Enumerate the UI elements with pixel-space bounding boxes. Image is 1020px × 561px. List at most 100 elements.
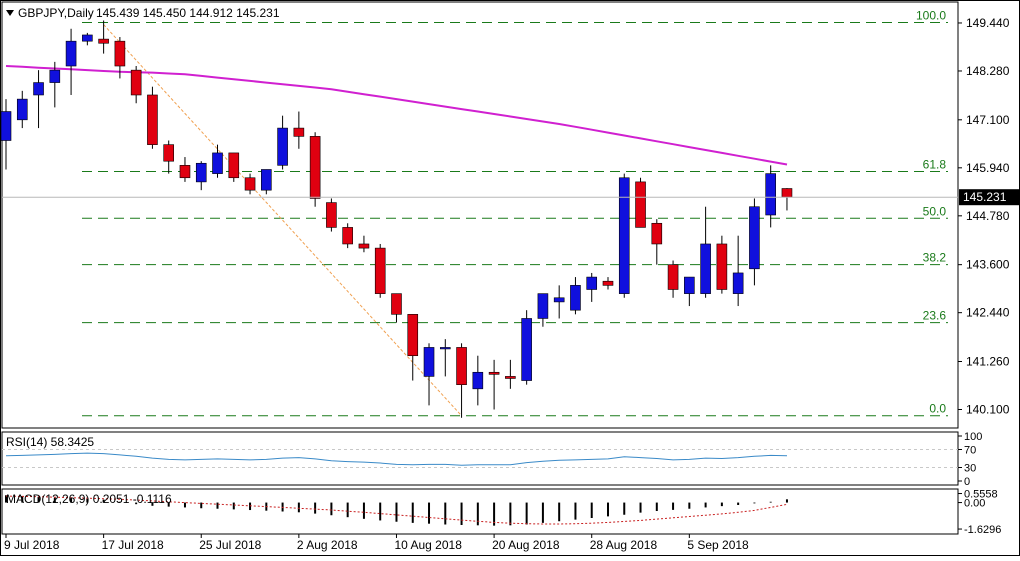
candle-1 <box>16 90 28 129</box>
candle-body <box>602 280 614 286</box>
candle-body <box>130 69 142 96</box>
trendline <box>103 24 462 417</box>
time-tick-label-1: 17 Jul 2018 <box>102 538 164 552</box>
macd-panel[interactable]: MACD(12,26,9) 0.2051 -0.1116 <box>1 488 959 535</box>
candle-3 <box>49 61 61 108</box>
candle-body <box>33 82 44 96</box>
candle-40 <box>651 219 663 265</box>
dropdown-triangle-icon[interactable] <box>6 10 14 16</box>
candle-14 <box>228 152 240 182</box>
candle-body <box>521 318 532 381</box>
price-axis: 149.440 148.280 147.100 145.940 144.780 143.6… <box>958 16 1010 417</box>
price-tick-label-7: 141.260 <box>966 355 1010 369</box>
candle-body <box>65 40 77 67</box>
candle-44 <box>716 235 728 294</box>
candle-body <box>391 293 402 315</box>
rsi-tick-label-2: 30 <box>964 463 976 475</box>
candle-body <box>732 272 744 294</box>
candle-body <box>16 98 28 121</box>
candle-body <box>374 247 386 294</box>
fib-label-0: 100.0 <box>916 9 946 23</box>
candle-body <box>309 136 321 199</box>
rsi-tick-label-0: 100 <box>964 431 982 443</box>
time-tick-label-6: 28 Aug 2018 <box>590 538 658 552</box>
candle-body <box>423 347 435 377</box>
candle-body <box>179 165 191 179</box>
rsi-panel[interactable]: RSI(14) 58.3425 <box>1 431 959 486</box>
price-tick-label-3: 145.940 <box>966 161 1010 175</box>
candle-11 <box>179 157 191 182</box>
candle-46 <box>749 198 760 286</box>
candle-38 <box>618 173 630 298</box>
fib-label-4: 23.6 <box>923 309 947 323</box>
candle-15 <box>244 173 256 195</box>
candle-21 <box>342 223 353 249</box>
price-tick-label-2: 147.100 <box>966 113 1010 127</box>
rsi-panel-border <box>1 431 959 486</box>
candle-31 <box>505 359 516 389</box>
price-tick-label-6: 142.440 <box>966 306 1010 320</box>
candle-2 <box>33 70 44 129</box>
candle-17 <box>277 115 288 170</box>
candle-13 <box>212 144 223 178</box>
candle-body <box>114 40 126 67</box>
price-tick-label-0: 149.440 <box>966 16 1010 30</box>
candle-28 <box>456 343 467 418</box>
candle-25 <box>407 314 419 381</box>
candle-body <box>277 127 288 166</box>
candle-body <box>749 206 760 270</box>
candle-body <box>358 243 370 249</box>
candle-body <box>228 152 240 179</box>
candle-22 <box>358 235 370 253</box>
candle-34 <box>553 285 565 319</box>
candle-20 <box>326 198 337 232</box>
candle-7 <box>114 37 126 79</box>
candle-body <box>716 243 728 290</box>
candle-body <box>472 371 484 390</box>
candle-body <box>781 188 793 198</box>
candle-body <box>326 202 337 228</box>
price-tick-label-8: 140.100 <box>966 403 1010 417</box>
price-panel-border <box>1 1 959 429</box>
candle-26 <box>423 343 435 406</box>
ohlc-values: 145.439 145.450 144.912 145.231 <box>96 6 280 20</box>
macd-label: MACD(12,26,9) 0.2051 -0.1116 <box>6 492 172 506</box>
candle-body <box>456 347 467 385</box>
current-price-label: 145.231 <box>959 189 1020 206</box>
candle-body <box>439 347 451 350</box>
candlesticks <box>0 20 793 418</box>
rsi-tick-label-1: 70 <box>964 445 976 457</box>
time-tick-label-7: 5 Sep 2018 <box>687 538 749 552</box>
fib-label-1: 61.8 <box>923 158 947 172</box>
candle-body <box>651 222 663 245</box>
candle-43 <box>700 206 711 298</box>
price-tick-label-5: 143.600 <box>966 258 1010 272</box>
candle-36 <box>586 272 598 302</box>
candle-6 <box>98 20 109 54</box>
candle-30 <box>488 359 500 410</box>
candle-33 <box>537 293 549 327</box>
time-axis: 9 Jul 2018 17 Jul 2018 25 Jul 2018 2 Aug 20… <box>4 534 749 552</box>
fibonacci-levels: 100.0 61.8 50.0 38.2 23.6 0.0 <box>82 9 948 417</box>
candle-body <box>684 276 695 294</box>
rsi-line <box>2 449 958 468</box>
price-panel[interactable]: 100.0 61.8 50.0 38.2 23.6 0.0 GBPJPY,Daily 14… <box>0 1 959 429</box>
candle-body <box>163 144 174 162</box>
candle-body <box>407 314 419 357</box>
macd-tick-label-0: 0.5558 <box>964 489 998 501</box>
candle-10 <box>163 140 174 174</box>
candle-body <box>505 376 516 379</box>
candle-19 <box>309 132 321 207</box>
trendline-segment <box>103 24 462 417</box>
candle-9 <box>147 86 158 149</box>
candle-body <box>700 243 711 294</box>
candle-body <box>553 297 565 303</box>
candle-32 <box>521 310 532 385</box>
candle-37 <box>602 277 614 290</box>
candle-27 <box>439 339 451 377</box>
candle-body <box>195 162 207 183</box>
current-price-text: 145.231 <box>963 190 1007 204</box>
